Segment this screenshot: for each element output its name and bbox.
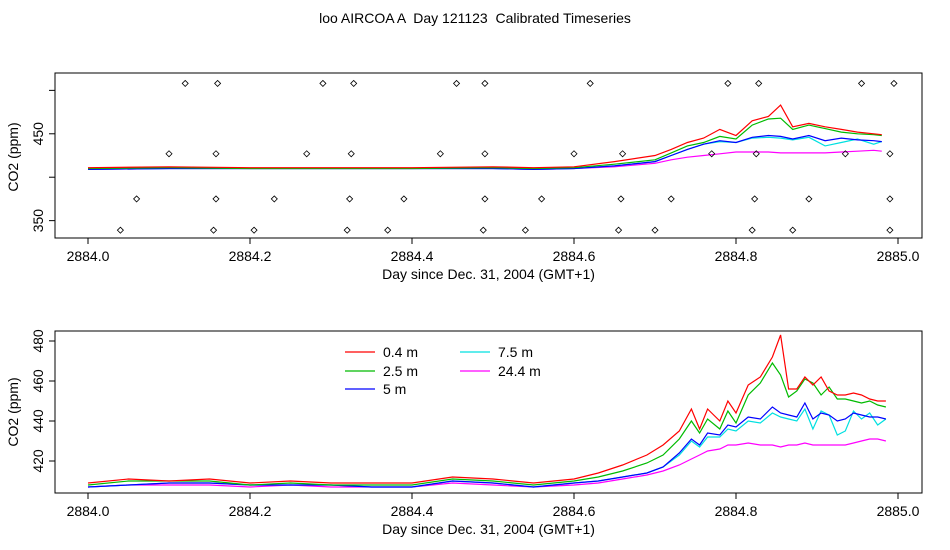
data-point (890, 79, 898, 87)
data-point (346, 195, 354, 203)
x-axis-label: Day since Dec. 31, 2004 (GMT+1) (382, 266, 595, 282)
data-point (350, 79, 358, 87)
series-line-7-5-m (87, 407, 887, 488)
data-point (481, 195, 489, 203)
x-tick-label: 2884.0 (67, 503, 110, 519)
data-point (752, 150, 760, 158)
data-point (619, 150, 627, 158)
data-point (133, 195, 141, 203)
y-tick-label: 350 (30, 209, 46, 233)
legend-label: 24.4 m (498, 363, 541, 379)
data-point (755, 79, 763, 87)
y-tick-label: 460 (30, 369, 46, 393)
legend-item: 7.5 m (460, 344, 533, 360)
data-point (384, 226, 392, 234)
y-tick-label: 480 (30, 329, 46, 353)
data-point (214, 79, 222, 87)
data-point (857, 79, 866, 87)
data-point (165, 150, 173, 158)
x-tick-label: 2884.2 (229, 248, 272, 264)
data-point (303, 150, 311, 158)
data-point (343, 226, 351, 234)
data-point (452, 79, 461, 87)
legend-label: 5 m (383, 381, 406, 397)
legend-label: 7.5 m (498, 344, 533, 360)
legend-label: 2.5 m (383, 363, 418, 379)
x-tick-label: 2885.0 (877, 503, 920, 519)
data-point (212, 195, 220, 203)
data-point (789, 226, 797, 234)
data-point (667, 195, 675, 203)
series-line-24-4-m (87, 438, 887, 488)
data-point (481, 150, 489, 158)
data-point (116, 226, 124, 234)
x-axis-label: Day since Dec. 31, 2004 (GMT+1) (382, 521, 595, 537)
chart-panel-2: 2884.0 2884.2 2884.4 2884.6 2884.8 2885.0 420 4… (5, 329, 923, 537)
data-point (347, 150, 355, 158)
data-point (805, 195, 813, 203)
data-point (181, 79, 189, 87)
data-point (400, 195, 408, 203)
x-tick-label: 2884.6 (553, 503, 596, 519)
data-point (521, 226, 529, 234)
data-point (886, 195, 894, 203)
data-point (250, 226, 258, 234)
data-point (886, 226, 894, 234)
legend-label: 0.4 m (383, 344, 418, 360)
data-point (886, 150, 894, 158)
y-tick-label: 420 (30, 449, 46, 473)
data-point (841, 150, 849, 158)
data-point (614, 226, 623, 234)
legend-item: 2.5 m (345, 363, 418, 379)
series-line-5-m (87, 401, 887, 488)
legend-item: 5 m (345, 381, 406, 397)
y-tick-label: 450 (30, 122, 46, 146)
chart-panel-1: 2884.0 2884.2 2884.4 2884.6 2884.8 2885.0 350 4… (5, 72, 923, 282)
y-axis-label: CO2 (ppm) (5, 377, 21, 446)
series-line-3 (87, 136, 882, 171)
x-tick-label: 2884.2 (229, 503, 272, 519)
x-tick-label: 2884.6 (553, 248, 596, 264)
legend-item: 24.4 m (460, 363, 541, 379)
series-line-1 (87, 117, 882, 170)
data-point (586, 79, 594, 87)
x-tick-label: 2885.0 (877, 248, 920, 264)
x-tick-label: 2884.8 (715, 503, 758, 519)
data-point (751, 195, 759, 203)
data-point (617, 195, 625, 203)
x-tick-label: 2884.4 (391, 248, 434, 264)
plot-frame (54, 72, 923, 239)
data-point (651, 226, 659, 234)
data-point (748, 226, 756, 234)
data-point (538, 195, 546, 203)
data-point (270, 195, 278, 203)
chart-title: loo AIRCOA A Day 121123 Calibrated Times… (319, 10, 631, 26)
data-point (212, 150, 220, 158)
data-point (319, 79, 327, 87)
series-line-2-5-m (87, 361, 887, 486)
plot-frame (54, 330, 923, 494)
data-point (708, 150, 716, 158)
data-point (481, 79, 489, 87)
data-point (209, 226, 218, 234)
data-point (436, 150, 444, 158)
y-tick-label: 440 (30, 409, 46, 433)
y-axis-label: CO2 (ppm) (5, 122, 21, 191)
data-point (570, 150, 578, 158)
x-tick-label: 2884.8 (715, 248, 758, 264)
series-line-0 (87, 104, 882, 169)
legend-item: 0.4 m (345, 344, 418, 360)
x-tick-label: 2884.0 (67, 248, 110, 264)
data-point (724, 79, 732, 87)
x-tick-label: 2884.4 (391, 503, 434, 519)
series-line-0-4-m (87, 334, 886, 484)
data-point (479, 226, 487, 234)
